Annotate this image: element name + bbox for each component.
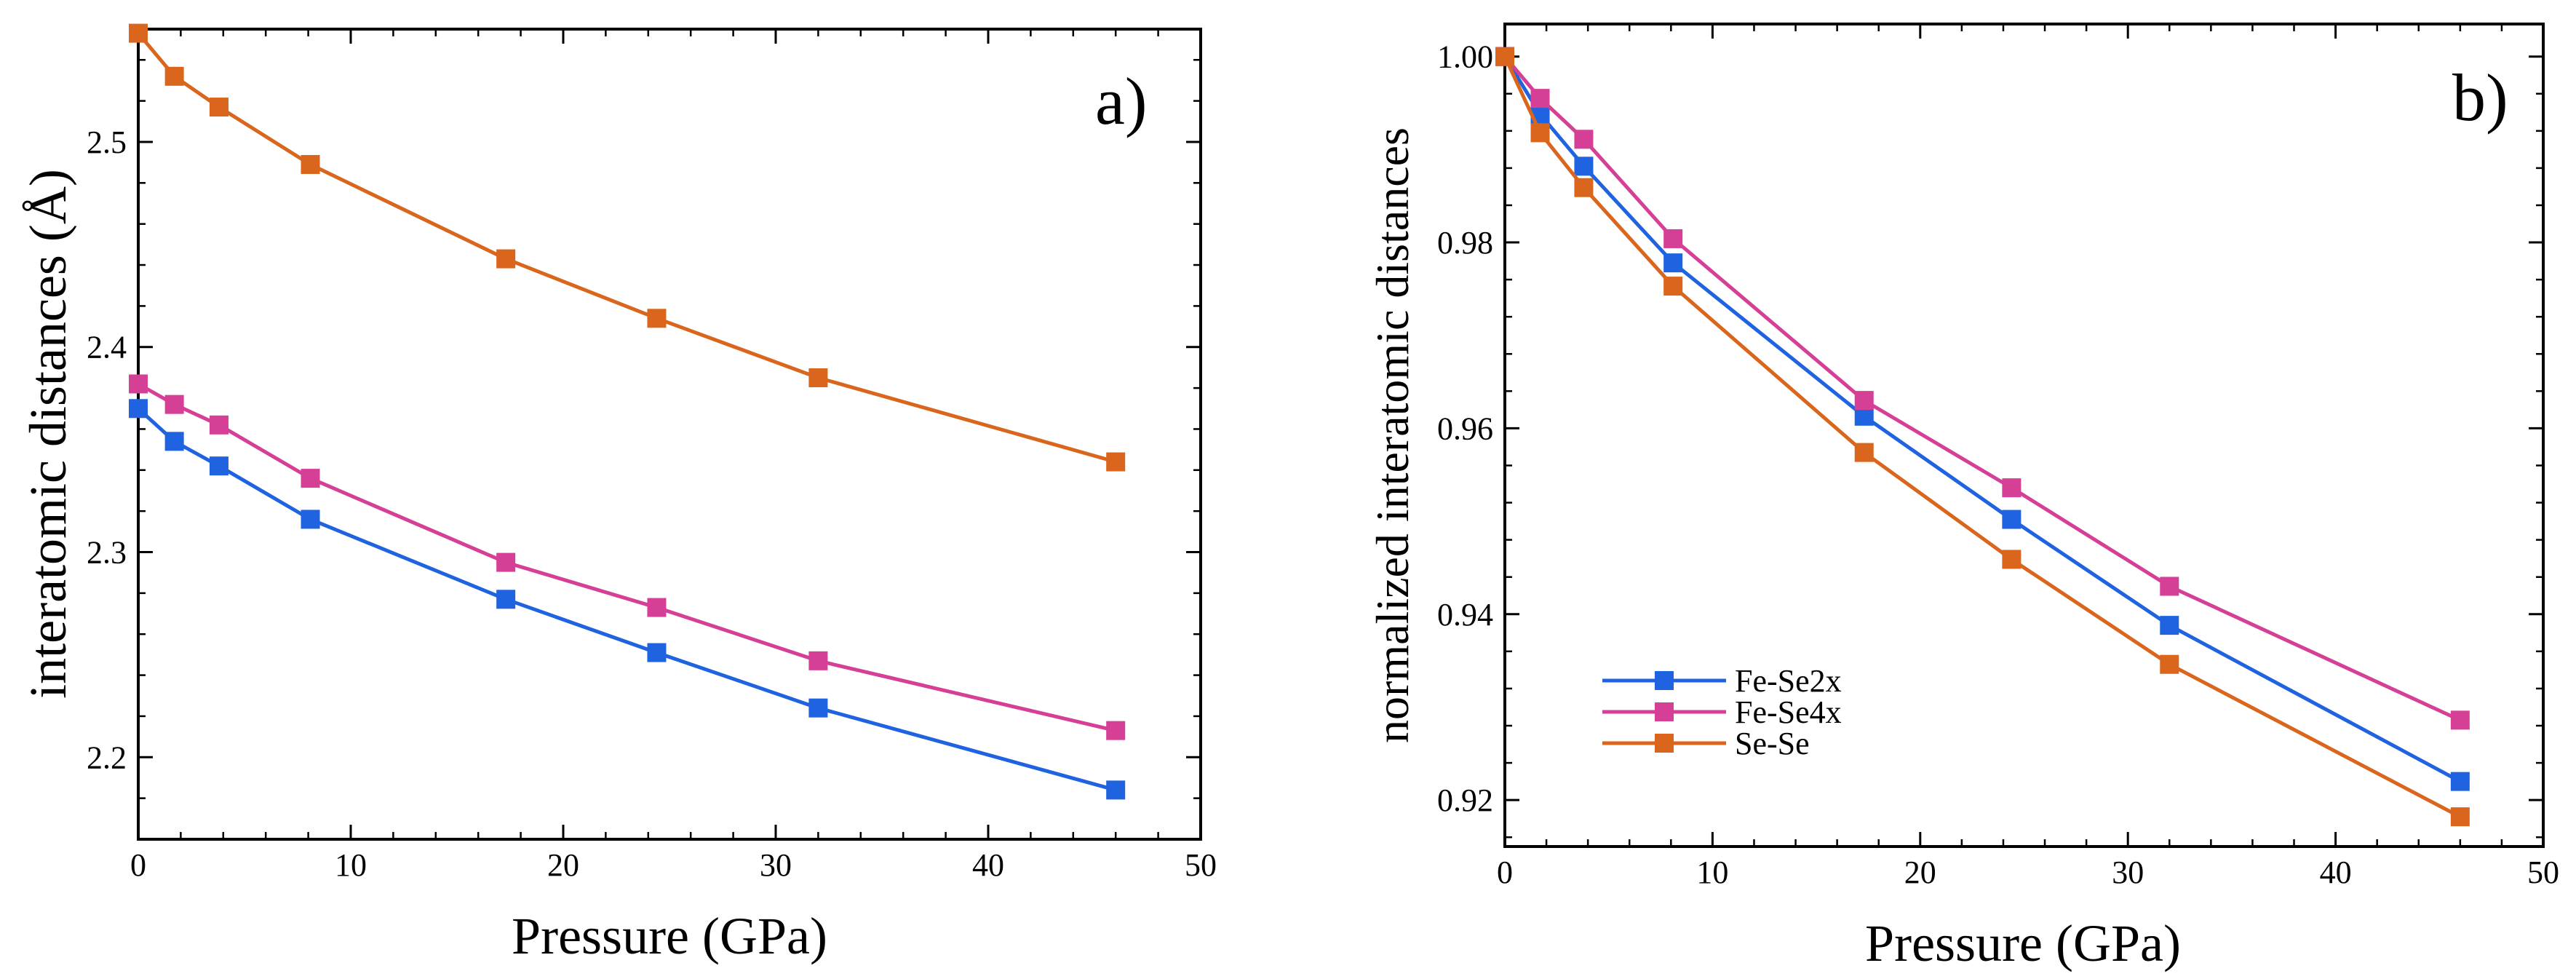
panel-b-data-point-fe-se4x — [2002, 478, 2022, 498]
legend-item-se-se: Se-Se — [1602, 726, 1810, 761]
panel-a-y-axis-label: interatomic distances (Å) — [19, 169, 77, 699]
panel-a-ticks: 0 10 20 30 40 50 2.2 2.3 2.4 2.5 — [87, 29, 1217, 883]
panel-b-plot-frame — [1503, 23, 2545, 848]
panel-a-data-point-fe-se4x — [209, 415, 228, 435]
panel-a-data-point-fe-se4x — [301, 469, 320, 488]
panel-a-data-point-fe-se4x — [164, 395, 184, 414]
panel-b-data-point-se-se — [1663, 277, 1683, 296]
panel-a-series — [129, 23, 1126, 800]
panel-a-data-point-fe-se2x — [129, 399, 148, 419]
panel-a-data-point-fe-se2x — [164, 432, 184, 451]
panel-a-data-point-fe-se2x — [647, 643, 667, 662]
legend-marker-se-se — [1655, 734, 1674, 753]
panel-a-data-point-se-se — [164, 66, 184, 86]
panel-a-y-tick-label: 2.4 — [87, 330, 127, 365]
panel-a-data-point-se-se — [209, 98, 228, 117]
panel-a-data-point-fe-se4x — [129, 374, 148, 394]
panel-b-data-point-fe-se4x — [1663, 229, 1683, 248]
panel-b-data-point-se-se — [2450, 807, 2470, 827]
panel-b-data-point-fe-se4x — [2450, 710, 2470, 730]
panel-a-data-point-fe-se4x — [496, 552, 516, 572]
panel-a-data-point-fe-se2x — [496, 590, 516, 609]
panel-a-x-tick-label: 50 — [1185, 847, 1217, 883]
panel-b-data-point-se-se — [1574, 178, 1594, 197]
panel-a-data-point-fe-se4x — [647, 598, 667, 617]
panel-b-data-point-fe-se2x — [2002, 510, 2022, 529]
panel-b-series — [1495, 47, 2470, 827]
panel-b-label: b) — [2452, 60, 2508, 135]
panel-a-data-point-fe-se2x — [301, 510, 320, 529]
panel-a-x-axis-label: Pressure (GPa) — [512, 907, 827, 965]
panel-b-x-tick-label: 30 — [2112, 855, 2144, 890]
panel-a-x-tick-label: 10 — [335, 847, 367, 883]
panel-b-data-point-fe-se2x — [1854, 406, 1874, 426]
panel-b-data-point-fe-se2x — [1574, 156, 1594, 176]
legend-item-fe-se2x: Fe-Se2x — [1602, 663, 1842, 699]
panel-a-x-tick-label: 20 — [547, 847, 579, 883]
panel-b-y-tick-label: 0.98 — [1437, 225, 1493, 261]
panel-a-series-line-se-se — [137, 31, 1116, 464]
panel-a-plot-frame — [137, 28, 1202, 841]
legend-label-se-se: Se-Se — [1735, 726, 1810, 761]
panel-a-x-tick-label: 30 — [760, 847, 792, 883]
panel-b-series-line-fe-se4x — [1503, 55, 2461, 722]
panel-a-data-point-fe-se4x — [808, 651, 828, 670]
panel-a-data-point-se-se — [129, 23, 148, 43]
panel-a-series-line-fe-se4x — [137, 382, 1116, 733]
panel-a-y-tick-label: 2.5 — [87, 124, 127, 160]
panel-b-data-point-fe-se2x — [2160, 616, 2179, 635]
panel-b-y-axis-label: normalized interatomic distances — [1367, 127, 1418, 743]
panel-b-data-point-fe-se4x — [1530, 89, 1550, 108]
panel-b-x-tick-label: 20 — [1904, 855, 1936, 890]
panel-b-y-tick-label: 1.00 — [1437, 39, 1493, 75]
panel-b-y-tick-label: 0.94 — [1437, 597, 1493, 633]
panel-b-data-point-fe-se4x — [1854, 391, 1874, 411]
panel-b-series-line-fe-se2x — [1503, 55, 2461, 783]
panel-a-data-point-se-se — [647, 309, 667, 328]
panel-a-data-point-fe-se2x — [209, 456, 228, 476]
panel-b-x-tick-label: 40 — [2320, 855, 2352, 890]
panel-a-data-point-fe-se4x — [1106, 721, 1126, 740]
panel-b-y-tick-label: 0.92 — [1437, 782, 1493, 818]
panel-b-data-point-fe-se2x — [1663, 253, 1683, 273]
panel-b-data-point-se-se — [1495, 47, 1514, 66]
panel-a-data-point-se-se — [496, 249, 516, 269]
panel-a-data-point-se-se — [1106, 452, 1126, 472]
legend-label-fe-se2x: Fe-Se2x — [1735, 663, 1842, 699]
panel-b-data-point-se-se — [1530, 123, 1550, 143]
panel-a-data-point-fe-se2x — [1106, 780, 1126, 800]
legend-marker-fe-se2x — [1655, 671, 1674, 690]
panel-b-ticks: 0 10 20 30 40 50 0.92 0.94 0.96 0.98 1.00 — [1437, 24, 2559, 890]
panel-b-x-tick-label: 10 — [1696, 855, 1728, 890]
legend: Fe-Se2x Fe-Se4x Se-Se — [1602, 663, 1842, 761]
panel-a-data-point-se-se — [808, 368, 828, 388]
panel-a: 0 10 20 30 40 50 2.2 2.3 2.4 2.5 a) Pressure (GPa… — [19, 23, 1217, 965]
panel-a-data-point-se-se — [301, 154, 320, 174]
panel-b-data-point-fe-se4x — [1574, 130, 1594, 149]
panel-a-y-tick-label: 2.2 — [87, 740, 127, 775]
legend-item-fe-se4x: Fe-Se4x — [1602, 694, 1842, 730]
panel-a-data-point-fe-se2x — [808, 698, 828, 718]
panel-b-x-axis-label: Pressure (GPa) — [1865, 914, 2181, 972]
panel-b-data-point-se-se — [2002, 550, 2022, 569]
legend-label-fe-se4x: Fe-Se4x — [1735, 694, 1842, 730]
legend-marker-fe-se4x — [1655, 702, 1674, 721]
panel-b-data-point-fe-se2x — [2450, 772, 2470, 791]
panel-a-x-tick-label: 40 — [972, 847, 1004, 883]
panel-b-data-point-fe-se4x — [2160, 576, 2179, 596]
panel-a-y-tick-label: 2.3 — [87, 535, 127, 571]
panel-b-data-point-se-se — [2160, 654, 2179, 674]
panel-b-data-point-se-se — [1854, 443, 1874, 462]
panel-b-y-tick-label: 0.96 — [1437, 411, 1493, 446]
panel-a-label: a) — [1095, 64, 1147, 138]
panel-a-x-tick-label: 0 — [130, 847, 146, 883]
panel-b-x-tick-label: 0 — [1497, 855, 1513, 890]
panel-b: 0 10 20 30 40 50 0.92 0.94 0.96 0.98 1.00 b) Press… — [1367, 23, 2559, 972]
panel-b-x-tick-label: 50 — [2527, 855, 2559, 890]
